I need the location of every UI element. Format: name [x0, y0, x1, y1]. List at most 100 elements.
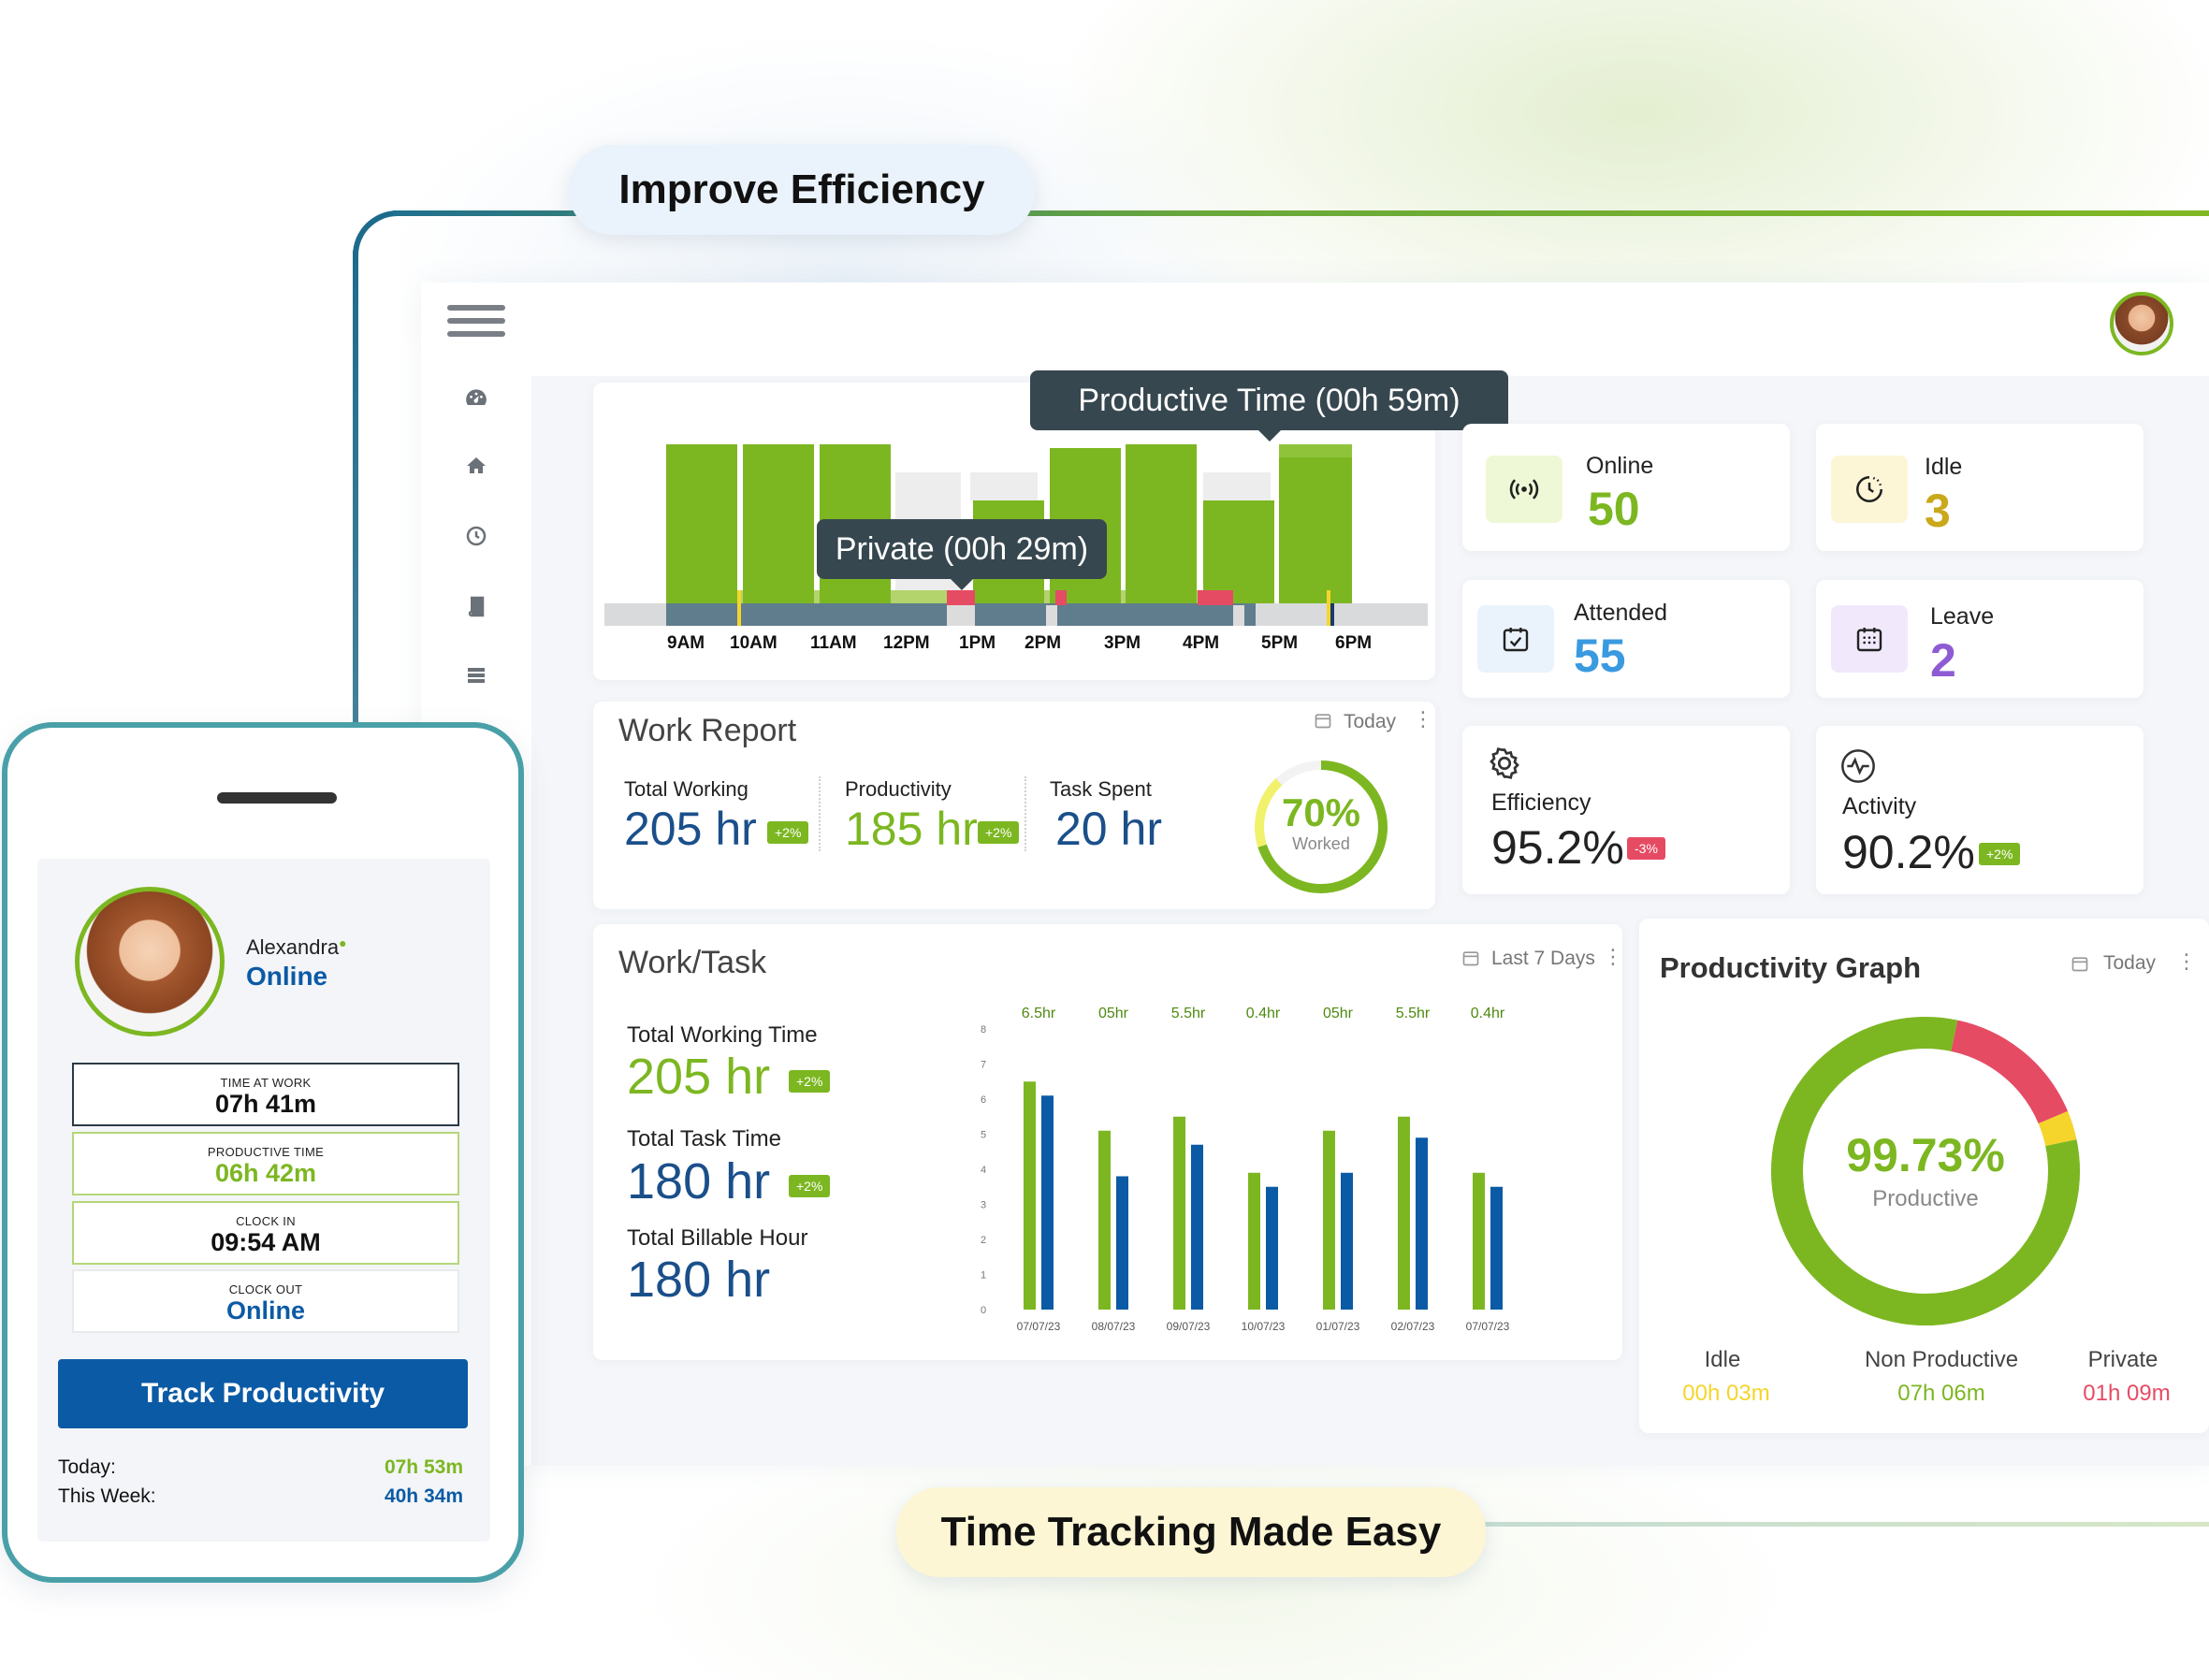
- total-task-time-value: 180 hr: [627, 1153, 771, 1209]
- productive-caption: Productive: [1872, 1186, 1979, 1211]
- total-working-label: Total Working: [624, 777, 748, 801]
- private-time-tooltip: Private (00h 29m): [817, 519, 1107, 590]
- productivity-graph-range[interactable]: Today: [2103, 952, 2157, 974]
- bar-top-label: 5.5hr: [1396, 1006, 1431, 1021]
- legend-idle-value: 00h 03m: [1682, 1381, 1770, 1406]
- bar-top-label: 5.5hr: [1171, 1006, 1206, 1021]
- hour-label: 5PM: [1261, 633, 1299, 653]
- total-working-time-value: 205 hr: [627, 1049, 771, 1105]
- task-spent-value: 20 hr: [1055, 803, 1162, 855]
- efficiency-badge: -3%: [1627, 837, 1665, 860]
- home-icon[interactable]: [462, 455, 490, 483]
- phone-speaker: [217, 792, 337, 804]
- activity-value: 90.2%: [1842, 826, 1975, 878]
- server-icon[interactable]: [462, 664, 490, 692]
- productivity-label: Productivity: [845, 777, 952, 801]
- total-working-value: 205 hr: [624, 803, 757, 855]
- bar: [1490, 1186, 1503, 1310]
- timeline-private-mark: [947, 590, 975, 605]
- track-productivity-button[interactable]: Track Productivity: [58, 1359, 468, 1428]
- productive-time-box: PRODUCTIVE TIME 06h 42m: [72, 1132, 459, 1195]
- bar: [1323, 1130, 1335, 1310]
- clock-out-value: Online: [225, 1296, 305, 1325]
- x-tick-label: 10/07/23: [1242, 1320, 1286, 1333]
- work-report-title: Work Report: [618, 713, 797, 748]
- efficiency-card[interactable]: [1462, 726, 1790, 894]
- activity-label: Activity: [1842, 793, 1917, 819]
- user-avatar[interactable]: [2110, 292, 2173, 355]
- work-task-range[interactable]: Last 7 Days: [1491, 948, 1595, 969]
- x-tick-label: 07/07/23: [1466, 1320, 1510, 1333]
- legend-non-productive-value: 07h 06m: [1897, 1381, 1985, 1406]
- calendar-grid-icon: [1831, 605, 1908, 673]
- legend-non-productive-label: Non Productive: [1864, 1347, 2019, 1372]
- productivity-value: 185 hr: [845, 803, 978, 855]
- book-icon[interactable]: [462, 595, 490, 623]
- timeline-private-mark: [1055, 590, 1067, 605]
- clock-in-box: CLOCK IN 09:54 AM: [72, 1201, 459, 1265]
- activity-card[interactable]: [1816, 726, 2144, 894]
- hour-label: 3PM: [1104, 633, 1141, 653]
- work-task-more-icon[interactable]: ⋮: [1603, 945, 1623, 968]
- y-tick-label: 7: [981, 1060, 986, 1071]
- total-billable-label: Total Billable Hour: [627, 1225, 808, 1251]
- laptop-frame-top: [393, 210, 2209, 216]
- time-at-work-label: TIME AT WORK: [220, 1076, 312, 1090]
- bar: [1416, 1137, 1428, 1310]
- menu-icon[interactable]: [447, 305, 505, 344]
- legend-private-label: Private: [2087, 1347, 2158, 1372]
- bar: [1266, 1186, 1278, 1310]
- hour-label: 4PM: [1183, 633, 1220, 653]
- work-report-more-icon[interactable]: ⋮: [1413, 707, 1433, 731]
- bar: [1473, 1172, 1485, 1310]
- online-label: Online: [1586, 453, 1654, 479]
- legend-private-value: 01h 09m: [2083, 1381, 2171, 1406]
- leave-label: Leave: [1930, 603, 1995, 630]
- laptop-frame-corner: [353, 210, 409, 267]
- this-week-label: This Week:: [58, 1485, 156, 1507]
- task-spent-label: Task Spent: [1050, 777, 1152, 801]
- divider: [819, 776, 821, 851]
- clock-out-box: CLOCK OUT Online: [72, 1269, 459, 1333]
- divider: [1025, 776, 1026, 851]
- work-task-title: Work/Task: [618, 945, 767, 980]
- timeline-green-bar-top: [1279, 444, 1352, 457]
- x-tick-label: 02/07/23: [1391, 1320, 1435, 1333]
- clock-in-label: CLOCK IN: [236, 1214, 296, 1228]
- productivity-graph-more-icon[interactable]: ⋮: [2176, 949, 2197, 973]
- attended-value: 55: [1574, 630, 1626, 682]
- dashboard-gauge-icon[interactable]: [462, 385, 490, 413]
- today-label: Today:: [58, 1456, 116, 1478]
- work-report-card: [593, 702, 1435, 909]
- y-tick-label: 2: [981, 1235, 986, 1246]
- phone-user-status: Online: [246, 962, 328, 991]
- laptop-frame-bottom: [954, 1522, 2209, 1527]
- hour-label: 12PM: [883, 633, 930, 653]
- productivity-donut: [1771, 1017, 2080, 1325]
- work-report-range[interactable]: Today: [1344, 711, 1397, 732]
- gear-icon: [1483, 742, 1526, 789]
- improve-efficiency-pill: Improve Efficiency: [569, 145, 1035, 235]
- productive-percent: 99.73%: [1846, 1129, 2005, 1181]
- bar: [1248, 1172, 1260, 1310]
- clock-icon[interactable]: [462, 525, 490, 553]
- bar: [1024, 1081, 1036, 1310]
- x-tick-label: 09/07/23: [1167, 1320, 1211, 1333]
- hour-label: 1PM: [959, 633, 996, 653]
- productivity-badge: +2%: [978, 821, 1020, 844]
- bar: [1041, 1095, 1054, 1310]
- total-task-time-badge: +2%: [789, 1175, 831, 1197]
- time-at-work-value: 07h 41m: [214, 1090, 317, 1118]
- calendar-icon[interactable]: [1461, 949, 1480, 972]
- y-tick-label: 6: [981, 1094, 986, 1106]
- calendar-icon[interactable]: [2071, 954, 2089, 978]
- calendar-icon[interactable]: [1314, 711, 1332, 734]
- bar: [1191, 1144, 1203, 1310]
- total-working-time-label: Total Working Time: [627, 1022, 818, 1048]
- phone-user-avatar: [75, 887, 225, 1036]
- bar-top-label: 05hr: [1323, 1006, 1354, 1021]
- efficiency-label: Efficiency: [1491, 789, 1591, 816]
- legend-idle-label: Idle: [1704, 1347, 1741, 1372]
- idle-value: 3: [1925, 485, 1951, 537]
- total-billable-value: 180 hr: [627, 1252, 771, 1308]
